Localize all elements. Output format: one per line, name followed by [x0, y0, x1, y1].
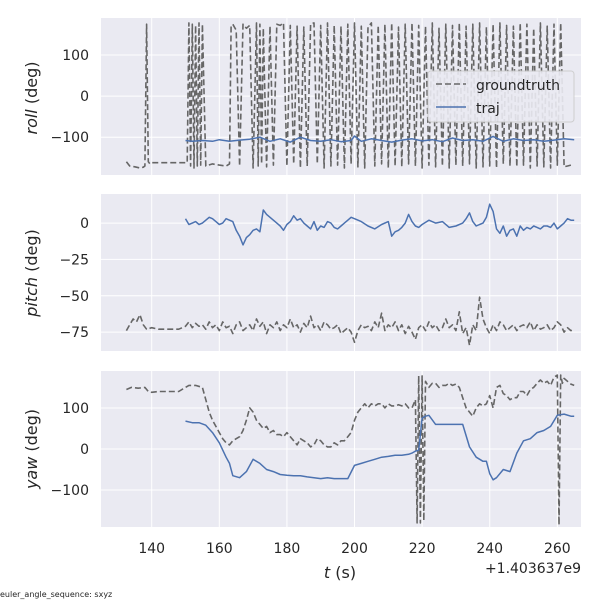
x-tick-label: 180 — [274, 541, 301, 557]
pitch-traj-line — [184, 203, 575, 246]
yaw-ylabel-unit: (deg) — [22, 409, 41, 457]
footer-text: euler_angle_sequence: sxyz — [0, 590, 112, 599]
pitch-ylabel-unit: (deg) — [22, 229, 41, 277]
yaw-y-tick-label: 0 — [80, 442, 89, 458]
roll-y-tick-label: 100 — [62, 48, 89, 64]
x-tick-label: 200 — [341, 541, 368, 557]
x-tick-label: 240 — [476, 541, 503, 557]
roll-y-tick-label: 0 — [80, 89, 89, 105]
pitch-y-axis-label: pitch (deg) — [22, 229, 41, 318]
yaw-y-tick-label: −100 — [51, 483, 89, 499]
pitch-y-tick-label: −75 — [59, 325, 89, 341]
x-label-var: t — [324, 563, 331, 582]
legend-groundtruth-label: groundtruth — [476, 78, 560, 94]
roll-panel: −100 0 100 roll (deg) groundtruth traj — [22, 18, 581, 175]
yaw-y-axis-label: yaw (deg) — [22, 409, 41, 490]
x-tick-label: 140 — [138, 541, 165, 557]
x-offset-label: +1.403637e9 — [485, 561, 581, 577]
pitch-plot-area — [101, 194, 581, 351]
x-tick-label: 160 — [206, 541, 233, 557]
roll-y-axis-label: roll (deg) — [22, 62, 41, 135]
x-tick-labels: 140 160 180 200 220 240 260 — [138, 541, 570, 557]
x-axis-label: t (s) — [324, 563, 356, 582]
pitch-ylabel-var: pitch — [22, 277, 41, 318]
legend: groundtruth traj — [427, 70, 575, 123]
roll-y-tick-label: −100 — [51, 130, 89, 146]
yaw-y-tick-label: 100 — [62, 401, 89, 417]
roll-ylabel-var: roll — [22, 109, 41, 135]
pitch-y-tick-label: −50 — [59, 289, 89, 305]
x-tick-label: 260 — [544, 541, 571, 557]
pitch-y-tick-label: 0 — [80, 216, 89, 232]
x-tick-label: 220 — [409, 541, 436, 557]
yaw-traj-line — [185, 413, 575, 481]
roll-traj-line — [185, 135, 575, 143]
roll-groundtruth-line — [125, 22, 572, 169]
roll-ylabel-unit: (deg) — [22, 62, 41, 110]
pitch-y-tick-label: −25 — [59, 252, 89, 268]
legend-traj-label: traj — [476, 101, 500, 117]
yaw-panel: −100 0 100 yaw (deg) 140 160 180 200 220 240 260… — [22, 371, 581, 582]
pitch-panel: −75 −50 −25 0 pitch (deg) — [22, 194, 581, 351]
x-label-unit: (s) — [330, 563, 356, 582]
yaw-ylabel-var: yaw — [22, 456, 41, 490]
pitch-groundtruth-line — [125, 296, 575, 346]
yaw-groundtruth-line — [126, 374, 575, 526]
